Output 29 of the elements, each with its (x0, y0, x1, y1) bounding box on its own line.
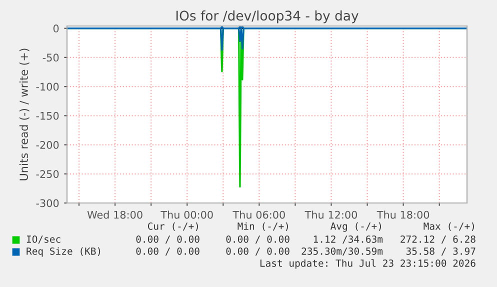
y-tick-label: 0 (53, 24, 59, 32)
x-tick-label: Thu 12:00 (304, 210, 358, 219)
chart-title: IOs for /dev/loop34 - by day (176, 10, 358, 24)
text: Min (-/+) (238, 222, 288, 231)
text: 235.30m/30.59m (302, 247, 383, 256)
y-tick-label: -100 (36, 82, 59, 91)
text: 0.00 / 0.00 (136, 235, 200, 244)
legend-label: Req Size (KB) (26, 247, 100, 257)
text: Max (-/+) (424, 222, 474, 231)
text: 1.12 /34.63m (314, 235, 383, 244)
text: 35.58 / 3.97 (406, 247, 476, 256)
x-tick-label: Wed 18:00 (87, 210, 142, 219)
text: 0.00 / 0.00 (226, 235, 290, 244)
x-tick-label: Thu 00:00 (160, 210, 213, 219)
legend-label: IO/sec (26, 235, 60, 244)
text: 0.00 / 0.00 (226, 247, 290, 256)
x-tick-label: Thu 18:00 (376, 210, 430, 219)
text: Cur (-/+) (148, 222, 198, 231)
x-tick-label: Thu 06:00 (232, 210, 285, 219)
text: Avg (-/+) (330, 222, 381, 232)
text: 272.12 / 6.28 (400, 235, 476, 244)
text: 0.00 / 0.00 (136, 247, 200, 256)
y-axis-title: Units read (-) / write (+) (19, 48, 30, 180)
y-tick-label: -50 (42, 54, 59, 62)
y-tick-label: -250 (36, 170, 59, 178)
y-tick-label: -300 (36, 199, 59, 208)
y-tick-label: -200 (36, 141, 59, 149)
text: Last update: Thu Jul 23 23:15:00 2026 (260, 259, 476, 269)
y-tick-label: -150 (36, 112, 59, 120)
